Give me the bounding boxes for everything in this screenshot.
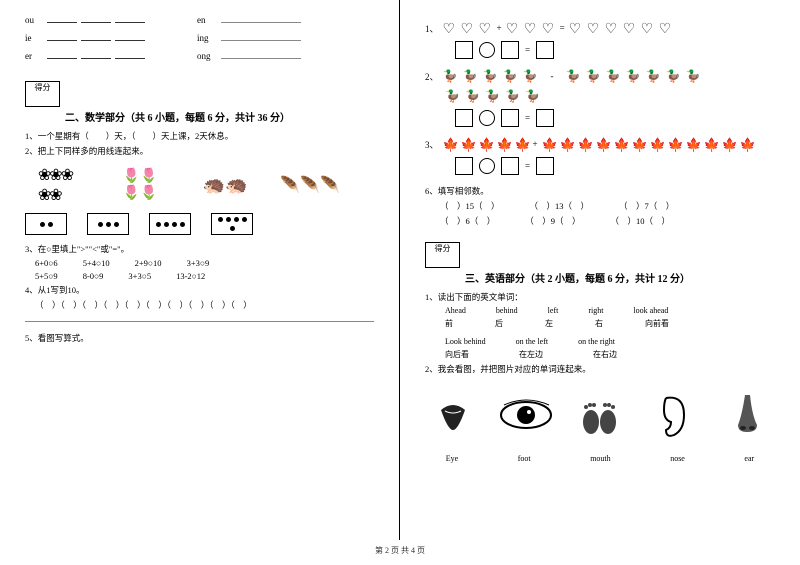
score-box-3: 得分 (425, 242, 460, 268)
pinyin-ie: ie (25, 33, 45, 43)
hearts-row: 1、 + = (425, 21, 775, 35)
q3-0-3: 3+3○9 (187, 258, 210, 268)
eye-icon (499, 387, 554, 442)
q3-0-2: 2+9○10 (135, 258, 162, 268)
q6-1-1: （ ）9（ ） (525, 215, 580, 227)
flowers-4: 🪶🪶🪶 (280, 165, 340, 205)
pinyin-ing: ing (197, 33, 217, 43)
q5: 5、看图写算式。 (25, 332, 374, 344)
e2: 2、我会看图，并把图片对应的单词连起来。 (425, 363, 775, 375)
q6-1-2: （ ）10（ ） (611, 215, 671, 227)
ducks-row2: 🦆🦆🦆🦆🦆 (445, 89, 775, 103)
q4-blanks: （ ）（ ）（ ）（ ）（ ）（ ）（ ）（ ）（ ）（ ） (35, 299, 374, 311)
body-labels: Eye foot mouth nose ear (425, 454, 775, 463)
q3-1-2: 3+3○5 (128, 271, 151, 281)
feet-icon (572, 387, 627, 442)
right-column: 1、 + = = 2、 🦆🦆🦆🦆🦆 - 🦆🦆🦆🦆🦆🦆🦆 🦆🦆🦆🦆🦆 = 3、 🍁… (400, 0, 800, 540)
eq-row-3: = (455, 157, 775, 175)
q3: 3、在○里填上">""<"或"="。 (25, 243, 374, 255)
dot-box-3 (87, 213, 129, 235)
dot-row (25, 213, 374, 235)
q6-1-0: （ ）6（ ） (440, 215, 495, 227)
e1: 1、读出下面的英文单词： (425, 291, 775, 303)
left-column: ou en ie ing er ong 得分 二、数学部分（共 6 小题，每题 … (0, 0, 400, 540)
q3-1-0: 5+5○9 (35, 271, 58, 281)
dot-box-2 (25, 213, 67, 235)
flowers-3: 🦔🦔 (195, 165, 255, 205)
nose-icon (720, 387, 775, 442)
flowers-2: 🌷🌷🌷🌷 (110, 165, 170, 205)
mouth-icon (425, 387, 480, 442)
dot-box-5 (211, 213, 253, 235)
q4: 4、从1写到10。 (25, 284, 374, 296)
section3-title: 三、英语部分（共 2 小题，每题 6 分，共计 12 分） (465, 270, 775, 285)
q3-1-3: 13-2○12 (176, 271, 205, 281)
body-parts-row (425, 387, 775, 442)
q1: 1、一个星期有（ ）天，（ ）天上课，2天休息。 (25, 130, 374, 142)
q6-0-1: （ ）13（ ） (530, 200, 590, 212)
pinyin-ong: ong (197, 51, 217, 61)
flower-row: ❀❀❀❀❀ 🌷🌷🌷🌷 🦔🦔 🪶🪶🪶 (25, 165, 374, 205)
eq-row-2: = (455, 109, 775, 127)
flowers-1: ❀❀❀❀❀ (25, 165, 85, 205)
q3-0-0: 6+0○6 (35, 258, 58, 268)
ear-icon (646, 387, 701, 442)
q6-0-0: （ ）15（ ） (440, 200, 500, 212)
q3-1-1: 8-0○9 (83, 271, 104, 281)
pinyin-en: en (197, 15, 217, 25)
pinyin-ou: ou (25, 15, 45, 25)
maples-row: 3、 🍁🍁🍁🍁🍁 + 🍁🍁🍁🍁🍁🍁🍁🍁🍁🍁🍁🍁 (425, 137, 775, 151)
pinyin-er: er (25, 51, 45, 61)
section2-title: 二、数学部分（共 6 小题，每题 6 分，共计 36 分） (65, 109, 374, 124)
score-box: 得分 (25, 81, 60, 107)
q6-0-2: （ ）7（ ） (619, 200, 674, 212)
ducks-row1: 2、 🦆🦆🦆🦆🦆 - 🦆🦆🦆🦆🦆🦆🦆 (425, 69, 775, 83)
page-footer: 第 2 页 共 4 页 (0, 540, 800, 556)
pinyin-block: ou en ie ing er ong (25, 15, 374, 61)
dot-box-4 (149, 213, 191, 235)
q3-0-1: 5+4○10 (83, 258, 110, 268)
q2: 2、把上下同样多的用线连起来。 (25, 145, 374, 157)
q6: 6、填写相邻数。 (425, 185, 775, 197)
eq-row-1: = (455, 41, 775, 59)
